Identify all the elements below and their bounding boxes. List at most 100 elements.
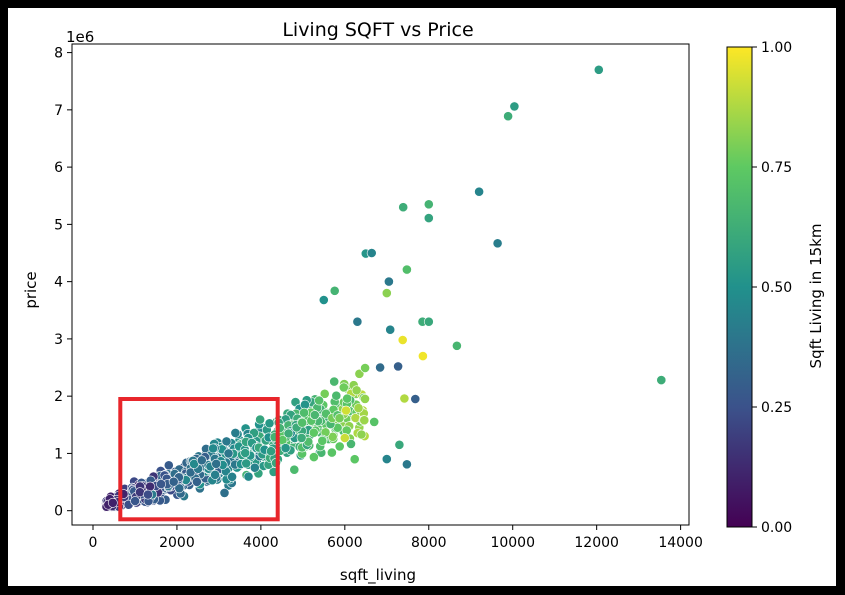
- data-point: [289, 464, 300, 475]
- y-axis-label: price: [22, 271, 40, 308]
- data-point: [656, 375, 667, 385]
- data-point: [393, 361, 403, 372]
- data-point: [210, 469, 220, 480]
- data-point: [249, 462, 260, 473]
- x-tick-label: 2000: [159, 535, 195, 551]
- data-point: [359, 415, 370, 426]
- chart-title: Living SQFT vs Price: [282, 19, 473, 41]
- data-point: [280, 443, 291, 453]
- data-point: [331, 390, 342, 401]
- x-tick-label: 6000: [327, 535, 363, 551]
- data-point: [423, 213, 434, 223]
- y-tick-label: 3: [54, 332, 63, 348]
- data-point: [401, 459, 412, 470]
- data-point: [593, 64, 604, 75]
- y-tick-label: 5: [54, 217, 63, 233]
- y-axis-ticks: 0 1 2 3 4 5 6 7 8: [54, 46, 72, 520]
- data-point: [327, 431, 338, 442]
- x-tick-label: 4000: [243, 535, 279, 551]
- data-point: [230, 427, 241, 438]
- data-point: [191, 476, 202, 487]
- data-point: [398, 202, 409, 213]
- x-tick-label: 8000: [411, 535, 447, 551]
- data-point: [296, 432, 307, 443]
- data-point: [241, 458, 252, 469]
- data-point: [492, 238, 503, 249]
- data-point: [319, 388, 330, 399]
- data-point: [417, 351, 428, 361]
- data-point: [318, 295, 329, 305]
- data-point: [397, 335, 408, 345]
- data-point: [308, 427, 319, 438]
- y-tick-label: 7: [54, 103, 63, 119]
- data-point: [107, 497, 118, 508]
- colorbar-label: Sqft Living in 15km: [807, 224, 825, 369]
- data-point: [329, 376, 340, 387]
- data-point: [264, 418, 275, 429]
- data-point: [360, 363, 370, 373]
- data-point: [219, 487, 230, 498]
- data-point: [346, 438, 356, 449]
- x-axis-label: sqft_living: [340, 566, 416, 585]
- data-point: [385, 324, 396, 335]
- x-tick-label: 10000: [490, 535, 535, 551]
- chart-frame: Living SQFT vs Price 1e6 sqft_living pri…: [8, 8, 836, 586]
- data-point: [314, 395, 324, 406]
- data-point: [381, 288, 392, 298]
- y-tick-label: 2: [54, 389, 63, 405]
- y-offset-label: 1e6: [66, 28, 94, 46]
- data-point: [145, 481, 155, 492]
- highlight-box: [118, 397, 280, 522]
- y-tick-label: 4: [54, 275, 63, 291]
- data-point: [338, 382, 349, 393]
- data-point: [227, 471, 237, 482]
- colorbar-tick-label: 0.50: [761, 280, 792, 296]
- colorbar-ticks: 0.00 0.25 0.50 0.75 1.00: [752, 40, 792, 536]
- colorbar-tick-label: 0.25: [761, 400, 792, 416]
- data-point: [342, 393, 353, 404]
- x-tick-label: 12000: [574, 535, 619, 551]
- data-point: [334, 441, 345, 452]
- data-point: [143, 489, 153, 500]
- data-point: [326, 447, 337, 458]
- data-point: [451, 340, 462, 351]
- data-point: [509, 101, 520, 112]
- data-point: [352, 316, 363, 327]
- data-point: [334, 413, 345, 424]
- data-point: [423, 316, 434, 327]
- data-point: [349, 454, 360, 465]
- data-point: [308, 452, 319, 462]
- y-tick-label: 8: [54, 46, 63, 62]
- data-point: [211, 458, 222, 469]
- data-point: [255, 414, 265, 425]
- data-point: [375, 362, 385, 373]
- plot-area: [71, 43, 690, 526]
- y-tick-label: 1: [54, 446, 63, 462]
- data-point: [309, 410, 320, 420]
- data-point: [394, 439, 405, 450]
- data-point: [196, 455, 207, 466]
- data-point: [266, 446, 276, 457]
- data-point: [423, 199, 434, 210]
- y-tick-label: 6: [54, 160, 63, 176]
- data-point: [353, 403, 364, 413]
- data-point: [223, 448, 234, 459]
- data-point: [401, 264, 412, 275]
- data-point: [339, 433, 350, 443]
- y-tick-label: 0: [54, 504, 63, 520]
- data-point: [356, 429, 367, 440]
- data-point: [156, 479, 166, 489]
- data-point: [381, 454, 392, 464]
- data-point: [366, 248, 377, 258]
- data-point: [329, 285, 340, 296]
- data-point: [410, 394, 421, 404]
- data-point: [399, 393, 410, 404]
- data-point: [299, 407, 309, 418]
- scatter-chart: Living SQFT vs Price 1e6 sqft_living pri…: [22, 19, 825, 585]
- data-point: [168, 476, 179, 487]
- data-point: [297, 417, 308, 428]
- colorbar: [726, 46, 753, 528]
- x-tick-label: 14000: [658, 535, 703, 551]
- x-tick-label: 0: [89, 535, 98, 551]
- data-point: [360, 393, 370, 404]
